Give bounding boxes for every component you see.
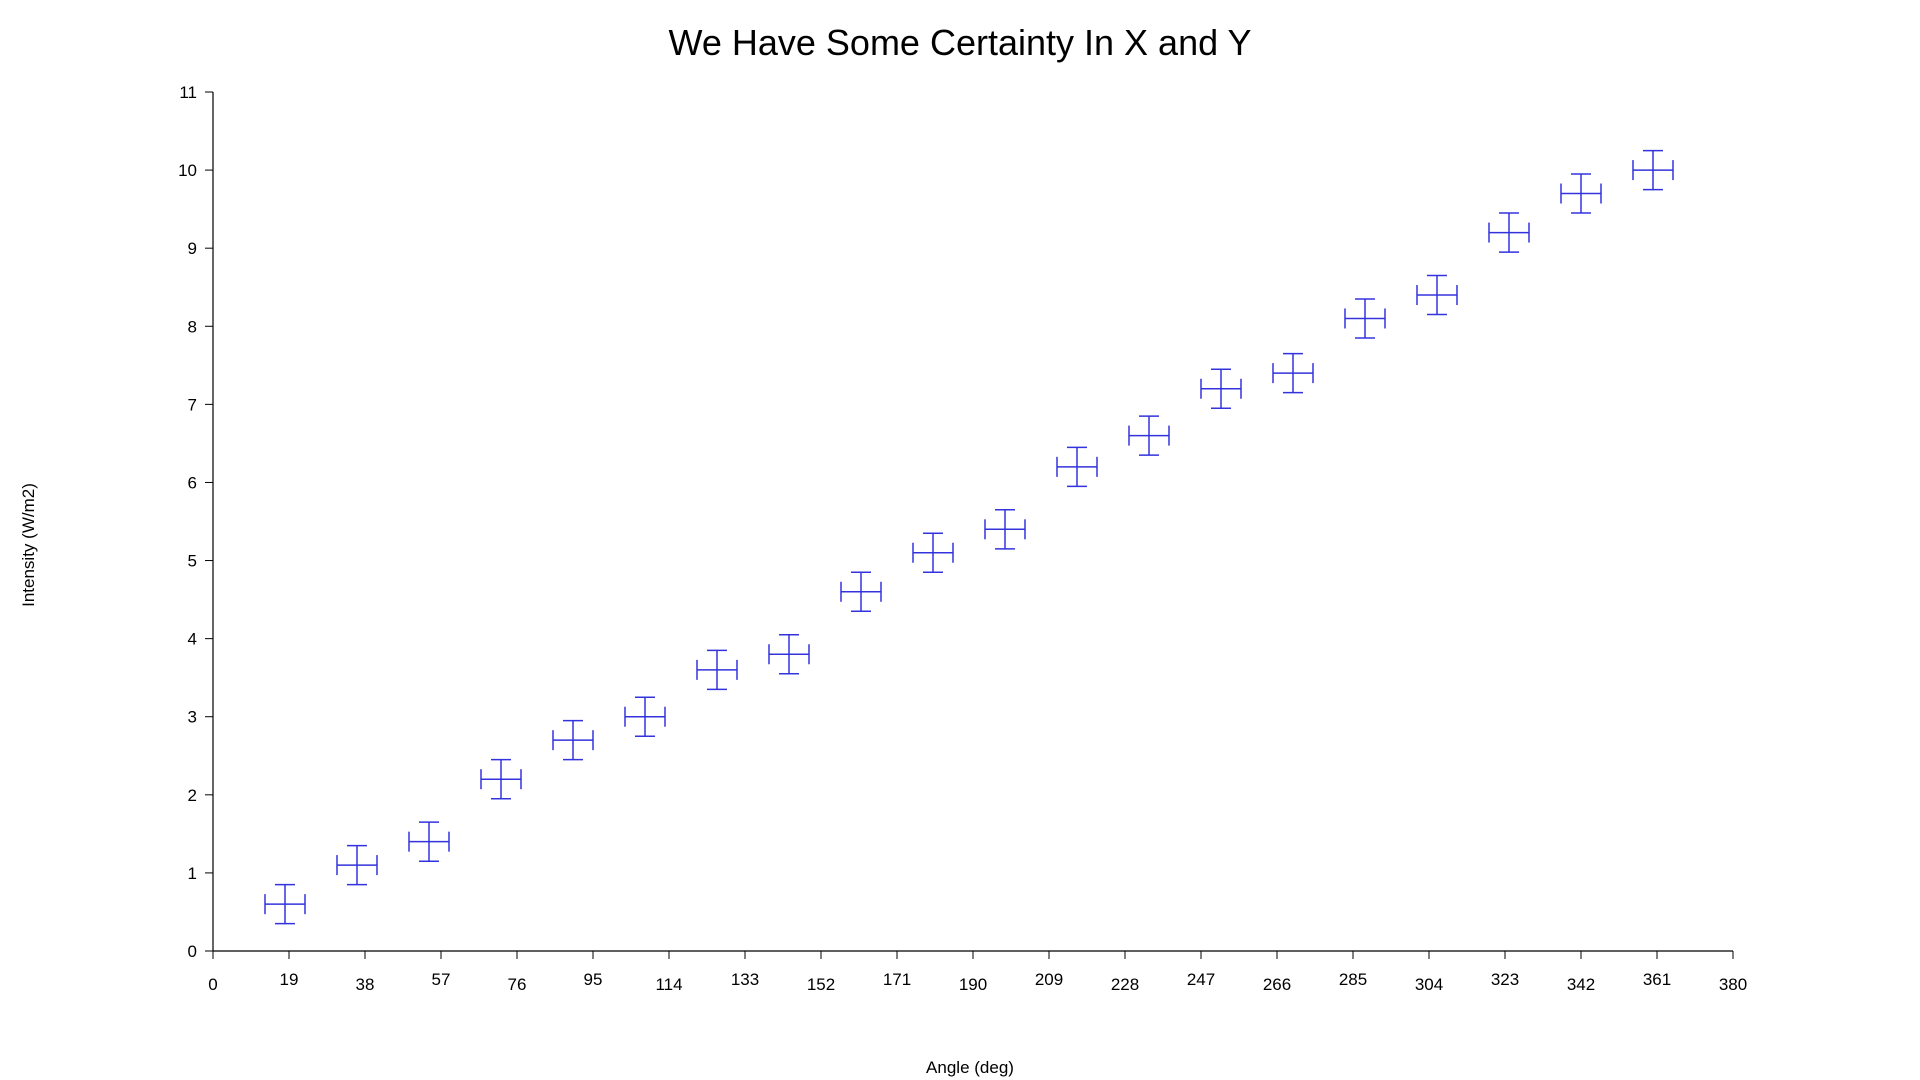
y-tick-label: 7 [188, 395, 197, 414]
x-tick-label: 76 [508, 975, 527, 994]
chart-title: We Have Some Certainty In X and Y [668, 22, 1252, 63]
data-point [912, 532, 954, 574]
data-point [1200, 368, 1242, 410]
data-point [1488, 212, 1530, 253]
data-point [768, 633, 810, 675]
x-tick-label: 342 [1567, 975, 1595, 994]
x-tick-label: 95 [584, 970, 603, 989]
x-tick-label: 285 [1339, 970, 1367, 989]
y-tick-label: 0 [188, 942, 197, 961]
data-point [1560, 173, 1602, 214]
x-tick-label: 190 [959, 975, 987, 994]
data-point [1272, 352, 1314, 394]
x-tick-label: 19 [280, 970, 299, 989]
data-point [1056, 446, 1098, 488]
y-tick-label: 4 [188, 630, 197, 649]
y-tick-label: 8 [188, 317, 197, 336]
x-tick-label: 304 [1415, 975, 1443, 994]
data-point [480, 758, 522, 800]
y-tick-label: 6 [188, 473, 197, 492]
axes [212, 92, 1733, 952]
data-point [1632, 149, 1674, 191]
x-tick-label: 209 [1035, 970, 1063, 989]
x-tick-label: 114 [655, 975, 682, 994]
x-tick-label: 171 [883, 970, 911, 989]
data-point [1128, 415, 1170, 456]
data-points [264, 149, 1674, 925]
data-point [984, 509, 1026, 550]
y-tick-label: 5 [188, 552, 197, 571]
data-point [624, 696, 666, 737]
x-axis-ticks: 0 19 38 57 76 95 114 133 152 171 190 209 228 247 266 28… [208, 951, 1747, 994]
x-tick-label: 152 [807, 975, 835, 994]
data-point [408, 821, 450, 862]
data-point [696, 649, 738, 691]
x-tick-label: 323 [1491, 970, 1519, 989]
data-point [840, 571, 882, 613]
x-tick-label: 38 [356, 975, 375, 994]
data-point [552, 719, 594, 761]
y-tick-label: 10 [178, 161, 197, 180]
data-point [1416, 274, 1458, 316]
x-tick-label: 228 [1111, 975, 1139, 994]
y-axis-label: Intensity (W/m2) [19, 483, 38, 607]
y-tick-label: 2 [188, 786, 197, 805]
x-tick-label: 266 [1263, 975, 1291, 994]
y-tick-label: 11 [179, 83, 197, 102]
x-tick-label: 380 [1719, 975, 1747, 994]
x-axis-label: Angle (deg) [926, 1058, 1014, 1077]
data-point [336, 844, 378, 886]
x-tick-label: 133 [731, 970, 759, 989]
y-tick-label: 1 [188, 864, 197, 883]
data-point [264, 883, 306, 925]
x-tick-label: 361 [1643, 970, 1671, 989]
y-tick-label: 3 [188, 708, 197, 727]
y-tick-label: 9 [188, 239, 197, 258]
y-axis-ticks: 0 1 2 3 4 5 6 7 8 9 10 11 [178, 83, 213, 961]
x-tick-label: 247 [1187, 970, 1215, 989]
x-tick-label: 0 [208, 975, 217, 994]
data-point [1344, 298, 1386, 339]
x-tick-label: 57 [432, 970, 451, 989]
